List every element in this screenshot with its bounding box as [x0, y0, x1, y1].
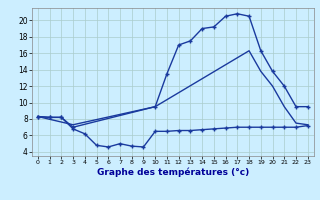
X-axis label: Graphe des températures (°c): Graphe des températures (°c) [97, 168, 249, 177]
